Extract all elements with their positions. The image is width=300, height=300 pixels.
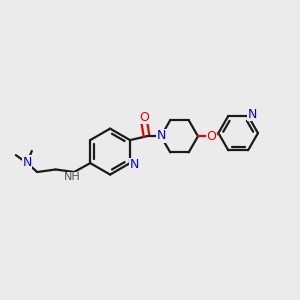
Text: N: N bbox=[22, 156, 32, 169]
Text: N: N bbox=[130, 158, 139, 171]
Text: NH: NH bbox=[64, 172, 81, 182]
Text: O: O bbox=[206, 130, 216, 143]
Text: N: N bbox=[157, 130, 166, 142]
Text: N: N bbox=[248, 108, 257, 121]
Text: O: O bbox=[140, 111, 149, 124]
